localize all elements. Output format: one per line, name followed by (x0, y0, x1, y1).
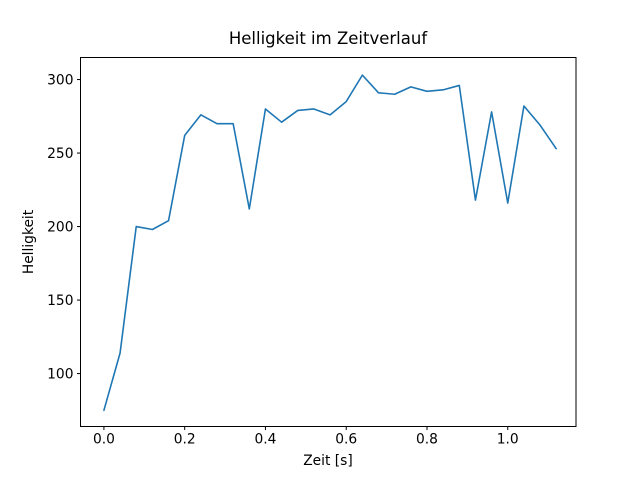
y-tick-label: 100 (47, 366, 73, 382)
plot-frame (80, 57, 577, 427)
y-tick-label: 250 (47, 146, 73, 162)
chart-title: Helligkeit im Zeitverlauf (228, 29, 428, 48)
x-tick-label: 0.4 (254, 432, 276, 448)
x-tick-label: 0.8 (416, 432, 438, 448)
y-tick-label: 200 (47, 219, 73, 235)
y-axis-label: Helligkeit (21, 209, 37, 275)
x-axis-label: Zeit [s] (303, 453, 353, 469)
x-tick-label: 0.2 (174, 432, 196, 448)
data-line-helligkeit (103, 74, 558, 412)
x-tick-label: 0.6 (335, 432, 357, 448)
y-tick-label: 150 (47, 293, 73, 309)
y-tick-label: 300 (47, 72, 73, 88)
x-tick-label: 0.0 (93, 432, 115, 448)
x-tick-label: 1.0 (497, 432, 519, 448)
